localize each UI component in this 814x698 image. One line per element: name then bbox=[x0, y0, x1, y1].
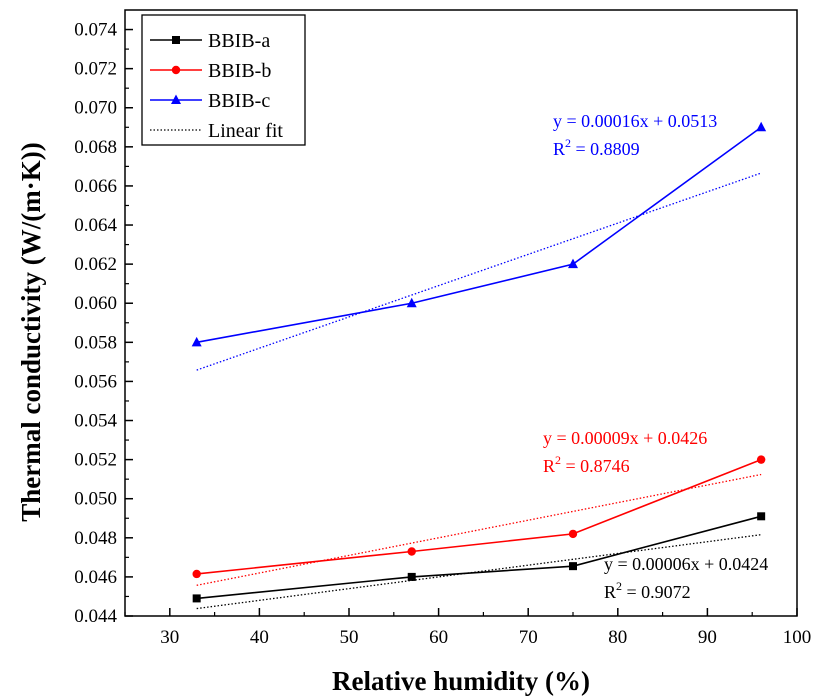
x-tick-label: 60 bbox=[429, 627, 448, 648]
x-tick-label: 100 bbox=[783, 627, 812, 648]
legend-item-bbib-b: BBIB-b bbox=[150, 60, 271, 82]
data-point bbox=[569, 562, 577, 571]
x-tick-label: 80 bbox=[608, 627, 627, 648]
y-tick-label: 0.054 bbox=[74, 411, 117, 432]
y-tick-label: 0.050 bbox=[74, 489, 117, 510]
x-tick-label: 50 bbox=[340, 627, 359, 648]
data-point bbox=[192, 569, 201, 579]
legend-label: Linear fit bbox=[208, 120, 283, 142]
data-point bbox=[406, 297, 417, 308]
data-point bbox=[191, 336, 202, 347]
y-tick-label: 0.048 bbox=[74, 528, 117, 549]
series-bbib-a bbox=[192, 512, 766, 603]
data-point bbox=[407, 547, 416, 556]
series-line bbox=[196, 126, 762, 344]
data-point bbox=[757, 512, 766, 521]
data-point bbox=[568, 529, 578, 539]
y-tick-label: 0.044 bbox=[74, 606, 117, 627]
series-bbib-c bbox=[191, 121, 767, 347]
fit-lines bbox=[196, 172, 762, 610]
legend-marker bbox=[172, 36, 180, 44]
y-axis-title: Thermal conductivity (W/(m·K)) bbox=[16, 142, 46, 521]
plot-frame bbox=[124, 9, 798, 617]
y-tick-label: 0.074 bbox=[74, 20, 117, 41]
data-point bbox=[756, 455, 766, 464]
y-tick-label: 0.052 bbox=[74, 450, 117, 471]
data-series bbox=[191, 121, 767, 603]
fit-r2-bbib-b: R2 = 0.8746 bbox=[543, 453, 630, 476]
fit-r2-bbib-a: R2 = 0.9072 bbox=[604, 579, 691, 602]
x-axis-ticks: 30 40 50 60 70 80 90 100 bbox=[124, 608, 812, 648]
y-tick-label: 0.060 bbox=[74, 293, 117, 314]
x-tick-label: 90 bbox=[698, 627, 717, 648]
series-line bbox=[196, 458, 762, 575]
data-point bbox=[568, 258, 578, 269]
data-point bbox=[192, 594, 201, 603]
plot-border bbox=[124, 9, 798, 617]
y-tick-label: 0.066 bbox=[74, 176, 117, 197]
fit-annotations: y = 0.00006x + 0.0424 R2 = 0.9072 y = 0.00… bbox=[543, 111, 768, 602]
x-tick-label: 30 bbox=[160, 627, 179, 648]
series-line bbox=[196, 515, 762, 600]
legend-item-bbib-a: BBIB-a bbox=[150, 30, 270, 52]
series-bbib-b bbox=[192, 455, 766, 579]
y-tick-label: 0.058 bbox=[74, 332, 117, 353]
fit-r2-bbib-c: R2 = 0.8809 bbox=[553, 136, 640, 159]
data-point bbox=[407, 572, 416, 581]
data-point bbox=[756, 121, 767, 132]
fit-equation-bbib-a: y = 0.00006x + 0.0424 bbox=[604, 554, 768, 574]
fit-line-bbib-b bbox=[196, 473, 762, 586]
x-tick-label: 40 bbox=[250, 627, 269, 648]
y-axis-ticks: 0.044 0.046 0.048 0.050 0.052 0.054 0.056 0.058… bbox=[74, 20, 133, 627]
legend-item-bbib-c: BBIB-c bbox=[150, 90, 270, 112]
legend-label: BBIB-a bbox=[208, 30, 270, 52]
legend-item-linear-fit: Linear fit bbox=[150, 120, 283, 142]
legend-marker bbox=[171, 94, 181, 104]
y-tick-label: 0.072 bbox=[74, 59, 117, 80]
legend: BBIB-a BBIB-b BBIB-c Linear fit bbox=[141, 14, 306, 146]
fit-line-bbib-c bbox=[196, 172, 762, 371]
y-tick-label: 0.068 bbox=[74, 137, 117, 158]
fit-equation-bbib-b: y = 0.00009x + 0.0426 bbox=[543, 428, 707, 448]
y-tick-label: 0.046 bbox=[74, 567, 117, 588]
y-tick-label: 0.064 bbox=[74, 215, 117, 236]
y-tick-label: 0.056 bbox=[74, 371, 117, 392]
y-tick-label: 0.062 bbox=[74, 254, 117, 275]
x-tick-label: 70 bbox=[519, 627, 538, 648]
legend-marker bbox=[171, 65, 181, 75]
fit-equation-bbib-c: y = 0.00016x + 0.0513 bbox=[553, 111, 717, 131]
legend-label: BBIB-c bbox=[208, 90, 270, 112]
legend-label: BBIB-b bbox=[208, 60, 271, 82]
x-axis-title: Relative humidity (%) bbox=[332, 666, 590, 696]
y-tick-label: 0.070 bbox=[74, 98, 117, 119]
legend-box bbox=[141, 14, 306, 146]
